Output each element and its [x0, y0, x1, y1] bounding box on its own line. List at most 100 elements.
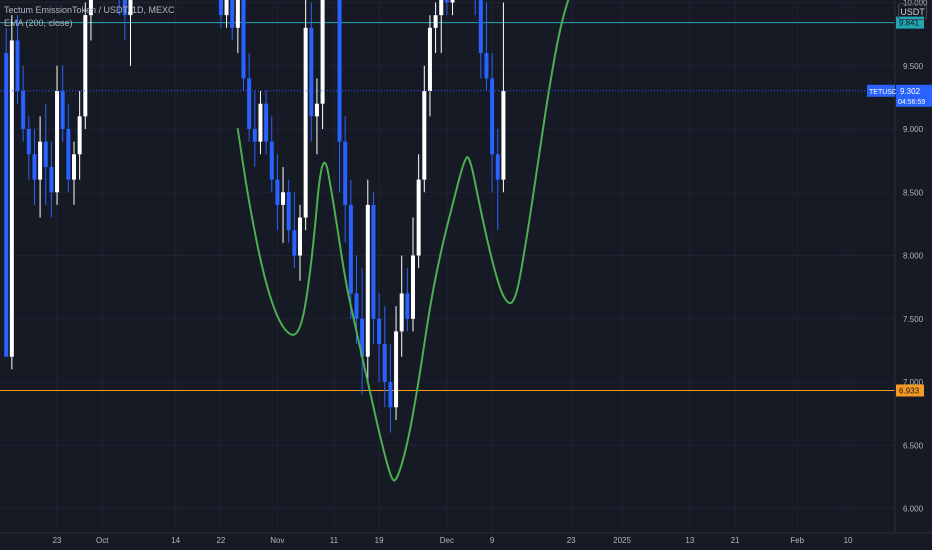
x-tick-label: 9	[490, 536, 495, 545]
x-tick-label: 19	[375, 536, 384, 545]
candle-body	[218, 0, 223, 16]
candle-body	[411, 255, 415, 319]
candle-body	[309, 27, 314, 117]
x-tick-label: Oct	[96, 536, 109, 545]
pattern-drawing-group[interactable]	[236, 0, 673, 482]
symbol-tag-label: TETUSDT	[869, 89, 902, 96]
candle-body	[320, 0, 325, 104]
x-tick-label: Dec	[440, 536, 454, 545]
candle-body	[32, 154, 37, 180]
candle-body	[128, 0, 133, 16]
candle-body	[286, 192, 291, 231]
x-tick-label: Feb	[790, 536, 804, 545]
symbol-title[interactable]: Tectum EmissionToken / USDT, 1D, MEXC	[4, 5, 175, 15]
y-tick-label: 9.500	[903, 62, 924, 71]
candle-body	[298, 217, 302, 256]
candle-body	[38, 141, 43, 180]
candle-body	[55, 91, 60, 193]
candle-body	[9, 40, 14, 357]
y-tick-label: 7.500	[903, 315, 924, 324]
currency-button[interactable]: USDT	[898, 3, 927, 20]
candle-body	[303, 27, 308, 218]
candle-body	[360, 318, 365, 357]
candle-body	[416, 179, 421, 256]
symbol-tag	[867, 84, 895, 97]
y-tick-label: 6.000	[903, 505, 924, 514]
candles-group	[4, 0, 506, 433]
candle-body	[15, 40, 20, 92]
candle-body	[252, 129, 257, 142]
last-price-tag	[896, 84, 932, 107]
y-tick-label: 6.500	[903, 441, 924, 450]
candle-body	[405, 293, 410, 319]
candle-body	[382, 344, 387, 382]
candle-body	[394, 331, 399, 408]
candle-body	[427, 27, 432, 92]
candle-body	[314, 103, 319, 117]
candle-body	[490, 78, 495, 155]
y-tick-label: 8.000	[903, 252, 924, 261]
y-tick-label: 8.500	[903, 188, 924, 197]
candle-body	[66, 129, 71, 180]
x-tick-label: 10	[844, 536, 853, 545]
candle-body	[444, 0, 449, 3]
x-tick-label: 22	[216, 536, 225, 545]
indicator-legend[interactable]: EMA (200, close)	[4, 18, 73, 28]
countdown-label: 04:56:59	[898, 99, 925, 106]
horizontal-line-price-label: 6.933	[899, 386, 920, 395]
pattern-drawing-line[interactable]	[236, 0, 673, 482]
candle-body	[501, 91, 506, 180]
candle-body	[422, 91, 427, 180]
x-tick-label: 13	[685, 536, 694, 545]
x-tick-label: 2025	[613, 536, 631, 545]
candle-body	[478, 0, 483, 54]
candle-body	[354, 293, 359, 319]
y-tick-label: 9.000	[903, 125, 924, 134]
candle-body	[258, 103, 263, 142]
candle-body	[60, 91, 65, 129]
time-axis[interactable]: 23 Oct 14 22 Nov 11 19 Dec 9 23 2025 13 21 Feb 10	[53, 536, 853, 545]
candle-body	[439, 0, 444, 16]
candle-body	[88, 0, 93, 16]
candle-body	[235, 0, 240, 28]
last-price-label: 9.302	[900, 87, 921, 96]
candle-body	[241, 0, 246, 79]
candle-body	[230, 0, 235, 28]
x-tick-label: 14	[171, 536, 180, 545]
horizontal-line-price-tag	[896, 384, 924, 397]
candle-body	[365, 204, 370, 357]
candle-body	[264, 103, 269, 142]
candle-body	[495, 154, 500, 180]
x-tick-label: 23	[567, 536, 576, 545]
x-tick-label: Nov	[270, 536, 284, 545]
candle-body	[122, 0, 127, 16]
candle-body	[83, 15, 88, 117]
candle-body	[269, 141, 274, 180]
candle-body	[77, 116, 82, 155]
candle-body	[399, 293, 404, 332]
candle-body	[337, 0, 342, 142]
candle-body	[72, 154, 76, 180]
candle-body	[343, 141, 348, 205]
candle-body	[26, 129, 31, 155]
candle-body	[21, 91, 26, 129]
candle-body	[49, 166, 54, 193]
chart-grid	[0, 0, 895, 533]
candle-body	[433, 15, 438, 28]
candle-body	[281, 192, 286, 205]
x-tick-label: 11	[330, 536, 339, 545]
y-tick-label: 7.000	[903, 378, 924, 387]
candle-body	[377, 318, 382, 345]
candle-body	[484, 53, 489, 79]
candle-body	[43, 141, 48, 167]
candle-body	[388, 382, 393, 408]
candle-body	[348, 204, 353, 294]
x-tick-label: 21	[731, 536, 740, 545]
candle-body	[292, 230, 297, 256]
candle-body	[224, 0, 229, 16]
x-tick-label: 23	[53, 536, 62, 545]
horizontal-lines[interactable]	[0, 0, 895, 391]
candle-body	[450, 0, 455, 3]
